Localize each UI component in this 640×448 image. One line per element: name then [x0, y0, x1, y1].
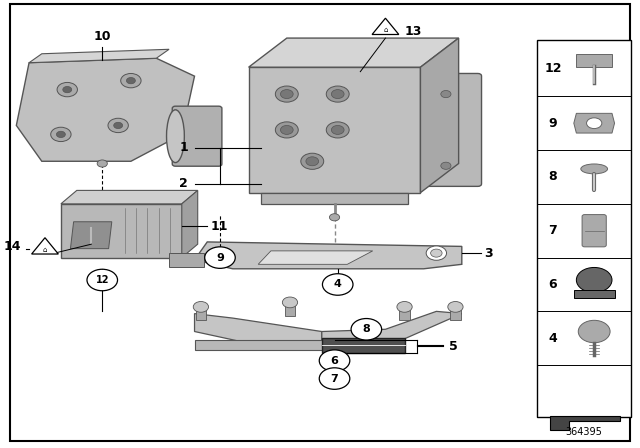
Text: 10: 10	[93, 30, 111, 43]
Text: 13: 13	[404, 25, 422, 38]
Circle shape	[280, 125, 293, 134]
Polygon shape	[248, 38, 459, 67]
Circle shape	[319, 368, 350, 389]
FancyBboxPatch shape	[399, 307, 410, 320]
Text: 7: 7	[331, 374, 339, 383]
Polygon shape	[61, 190, 198, 204]
Ellipse shape	[581, 164, 607, 174]
Text: 11: 11	[211, 220, 228, 233]
Circle shape	[108, 118, 129, 133]
Circle shape	[63, 86, 72, 93]
Circle shape	[441, 162, 451, 169]
Circle shape	[448, 302, 463, 312]
Circle shape	[57, 82, 77, 97]
FancyBboxPatch shape	[322, 338, 404, 353]
Text: 8: 8	[548, 170, 557, 184]
Polygon shape	[195, 314, 322, 349]
Polygon shape	[372, 18, 399, 34]
FancyBboxPatch shape	[582, 215, 606, 247]
Text: 8: 8	[362, 324, 370, 334]
FancyBboxPatch shape	[261, 193, 408, 204]
Polygon shape	[322, 311, 462, 347]
Polygon shape	[182, 190, 198, 258]
Text: 6: 6	[331, 356, 339, 366]
Text: 6: 6	[548, 278, 557, 291]
Circle shape	[431, 249, 442, 257]
Polygon shape	[420, 38, 459, 193]
Text: 9: 9	[216, 253, 224, 263]
Text: 2: 2	[179, 177, 188, 190]
FancyBboxPatch shape	[61, 204, 182, 258]
Circle shape	[306, 157, 319, 166]
Text: 4: 4	[334, 280, 342, 289]
FancyBboxPatch shape	[537, 40, 631, 417]
Polygon shape	[574, 113, 614, 133]
Circle shape	[326, 86, 349, 102]
Circle shape	[214, 254, 226, 262]
Circle shape	[441, 90, 451, 98]
Circle shape	[330, 214, 340, 221]
Circle shape	[577, 267, 612, 293]
Polygon shape	[17, 58, 195, 161]
FancyBboxPatch shape	[577, 55, 612, 67]
Text: 3: 3	[484, 246, 493, 260]
Text: 7: 7	[548, 224, 557, 237]
Circle shape	[426, 246, 447, 260]
FancyBboxPatch shape	[410, 73, 481, 186]
Text: ⌂: ⌂	[43, 247, 47, 253]
Circle shape	[351, 319, 381, 340]
Circle shape	[275, 122, 298, 138]
Text: 4: 4	[548, 332, 557, 345]
Circle shape	[114, 122, 123, 129]
Text: 14: 14	[4, 240, 21, 253]
Circle shape	[323, 274, 353, 295]
Circle shape	[193, 302, 209, 312]
Text: 1: 1	[179, 141, 188, 155]
Polygon shape	[70, 222, 112, 249]
Polygon shape	[169, 253, 204, 267]
Polygon shape	[31, 238, 58, 254]
Circle shape	[332, 125, 344, 134]
Circle shape	[56, 131, 65, 138]
Circle shape	[282, 297, 298, 308]
Circle shape	[280, 90, 293, 99]
Circle shape	[579, 320, 610, 343]
Circle shape	[275, 86, 298, 102]
FancyBboxPatch shape	[195, 340, 354, 350]
Polygon shape	[29, 49, 169, 63]
Circle shape	[121, 73, 141, 88]
Text: 364395: 364395	[566, 427, 602, 437]
FancyBboxPatch shape	[10, 4, 630, 441]
Circle shape	[97, 160, 108, 167]
Circle shape	[205, 247, 236, 268]
FancyBboxPatch shape	[248, 67, 420, 193]
Circle shape	[586, 118, 602, 129]
Circle shape	[127, 78, 135, 84]
Text: 9: 9	[548, 116, 557, 130]
FancyBboxPatch shape	[285, 302, 295, 316]
Text: 5: 5	[449, 340, 458, 353]
Circle shape	[326, 122, 349, 138]
Polygon shape	[195, 242, 462, 269]
Circle shape	[210, 250, 230, 265]
Text: ⌂: ⌂	[383, 27, 388, 34]
Ellipse shape	[166, 110, 184, 163]
Polygon shape	[258, 251, 372, 264]
Circle shape	[319, 350, 350, 371]
FancyBboxPatch shape	[574, 290, 614, 298]
Circle shape	[397, 302, 412, 312]
Text: 12: 12	[544, 62, 561, 75]
FancyBboxPatch shape	[451, 307, 461, 320]
Circle shape	[51, 127, 71, 142]
Circle shape	[301, 153, 324, 169]
Polygon shape	[550, 416, 620, 430]
Circle shape	[332, 90, 344, 99]
FancyBboxPatch shape	[196, 307, 206, 320]
FancyBboxPatch shape	[172, 106, 222, 166]
Text: 12: 12	[95, 275, 109, 285]
Circle shape	[87, 269, 118, 291]
